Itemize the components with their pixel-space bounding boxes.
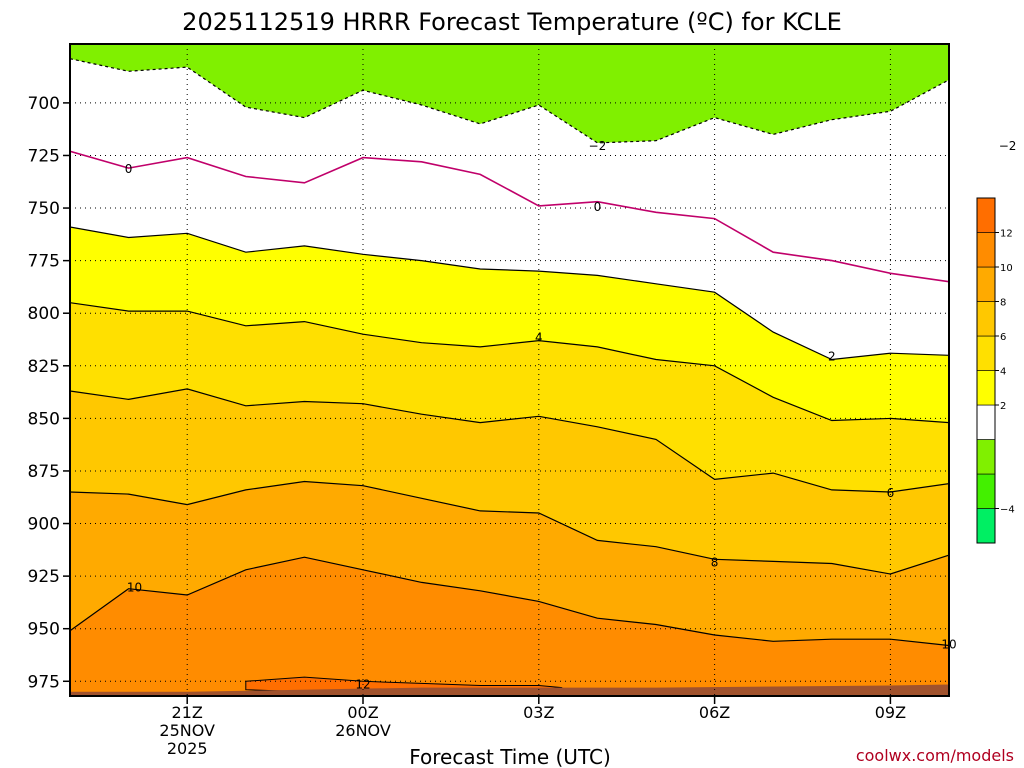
colorbar-label-2: 4 — [1000, 367, 1006, 378]
y-tick-label-725: 725 — [28, 146, 60, 166]
fill-band-below-minus2 — [70, 44, 949, 143]
fill-band-minus2-0 — [70, 58, 949, 282]
y-tick-label-900: 900 — [28, 515, 60, 535]
fill-band-6-8 — [70, 388, 949, 574]
x-tick-label-0-2: 2025 — [167, 739, 208, 758]
isotherm-label-10-0: 10 — [127, 581, 142, 595]
isotherm-10 — [70, 556, 949, 647]
colorbar-bin-6 — [976, 301, 996, 337]
isotherm-label-12: 12 — [355, 677, 370, 691]
y-tick-label-750: 750 — [28, 199, 60, 219]
colorbar-bin-5 — [976, 335, 996, 371]
colorbar-bin-9 — [976, 197, 996, 233]
isotherm-2 — [70, 226, 949, 361]
colorbar-bin-0 — [976, 508, 996, 544]
x-tick-label-3-0: 06Z — [699, 703, 730, 722]
x-tick-label-0-0: 21Z — [172, 703, 203, 722]
isotherm-lines — [70, 58, 949, 647]
x-axis-label: Forecast Time (UTC) — [409, 745, 611, 768]
colorbar-bin-3 — [976, 404, 996, 440]
isotherm-0 — [70, 150, 949, 283]
x-tick-label-0-1: 25NOV — [159, 721, 215, 740]
colorbar-label-5: 10 — [1000, 263, 1013, 274]
y-tick-label-825: 825 — [28, 357, 60, 377]
isotherm-label-0-1: 0 — [594, 200, 602, 214]
plot-frame — [69, 43, 950, 697]
isotherm-6 — [70, 388, 949, 493]
fill-band-4-6 — [70, 302, 949, 492]
y-axis: 700 725 750 775 800 825 850 875 900 925 950 975 — [28, 94, 70, 692]
isotherm-8 — [70, 480, 949, 575]
ground-surface — [70, 684, 949, 696]
fill-band-0-2 — [70, 151, 949, 360]
y-tick-label-775: 775 — [28, 252, 60, 272]
colorbar-bin-1 — [976, 473, 996, 509]
fill-band-10-12 — [70, 557, 949, 696]
colorbar-bin-8 — [976, 232, 996, 268]
fill-band-8-10 — [70, 481, 949, 646]
x-tick-label-1-0: 00Z — [347, 703, 378, 722]
isotherm-label-0-0: 0 — [125, 162, 133, 176]
colorbar-label-3: 6 — [1000, 332, 1006, 343]
colorbar-label-0: −4 — [1000, 505, 1015, 516]
y-tick-label-950: 950 — [28, 620, 60, 640]
isotherm-labels: −2 −2 0 0 2 4 6 8 10 10 12 — [125, 139, 1017, 691]
isotherm-label-8-0: 8 — [711, 555, 719, 569]
grid-lines — [70, 44, 949, 696]
isotherm-label-minus2-1: −2 — [999, 139, 1017, 153]
x-axis: 21Z25NOV202500Z26NOV03Z06Z09Z12Z — [159, 696, 906, 758]
colorbar-label-6: 12 — [1000, 229, 1013, 240]
isotherm-label-6-0: 6 — [887, 486, 895, 500]
isotherm-label-minus2-0: −2 — [589, 139, 607, 153]
credit-text: coolwx.com/models — [856, 746, 1014, 765]
colorbar-bin-2 — [976, 439, 996, 475]
y-tick-label-850: 850 — [28, 409, 60, 429]
colorbar-label-1: 2 — [1000, 401, 1006, 412]
y-tick-label-700: 700 — [28, 94, 60, 114]
x-tick-label-4-0: 09Z — [875, 703, 906, 722]
isotherm-label-4-0: 4 — [535, 330, 543, 344]
x-tick-label-1-1: 26NOV — [335, 721, 391, 740]
colorbar-bin-7 — [976, 266, 996, 302]
colorbar-legend: −4 2 4 6 8 10 12 — [976, 197, 1015, 544]
fill-band-2-4 — [70, 227, 949, 423]
y-tick-label-925: 925 — [28, 567, 60, 587]
y-tick-label-875: 875 — [28, 462, 60, 482]
x-tick-label-2-0: 03Z — [523, 703, 554, 722]
isotherm-4 — [70, 302, 949, 424]
chart-title: 2025112519 HRRR Forecast Temperature (ºC… — [182, 8, 842, 36]
y-tick-label-975: 975 — [28, 672, 60, 692]
colorbar-bin-4 — [976, 370, 996, 406]
y-tick-label-800: 800 — [28, 304, 60, 324]
temperature-fill-bands — [70, 44, 949, 696]
isotherm-label-2-0: 2 — [828, 349, 836, 363]
colorbar-label-4: 8 — [1000, 298, 1006, 309]
ground-fill — [70, 684, 949, 696]
